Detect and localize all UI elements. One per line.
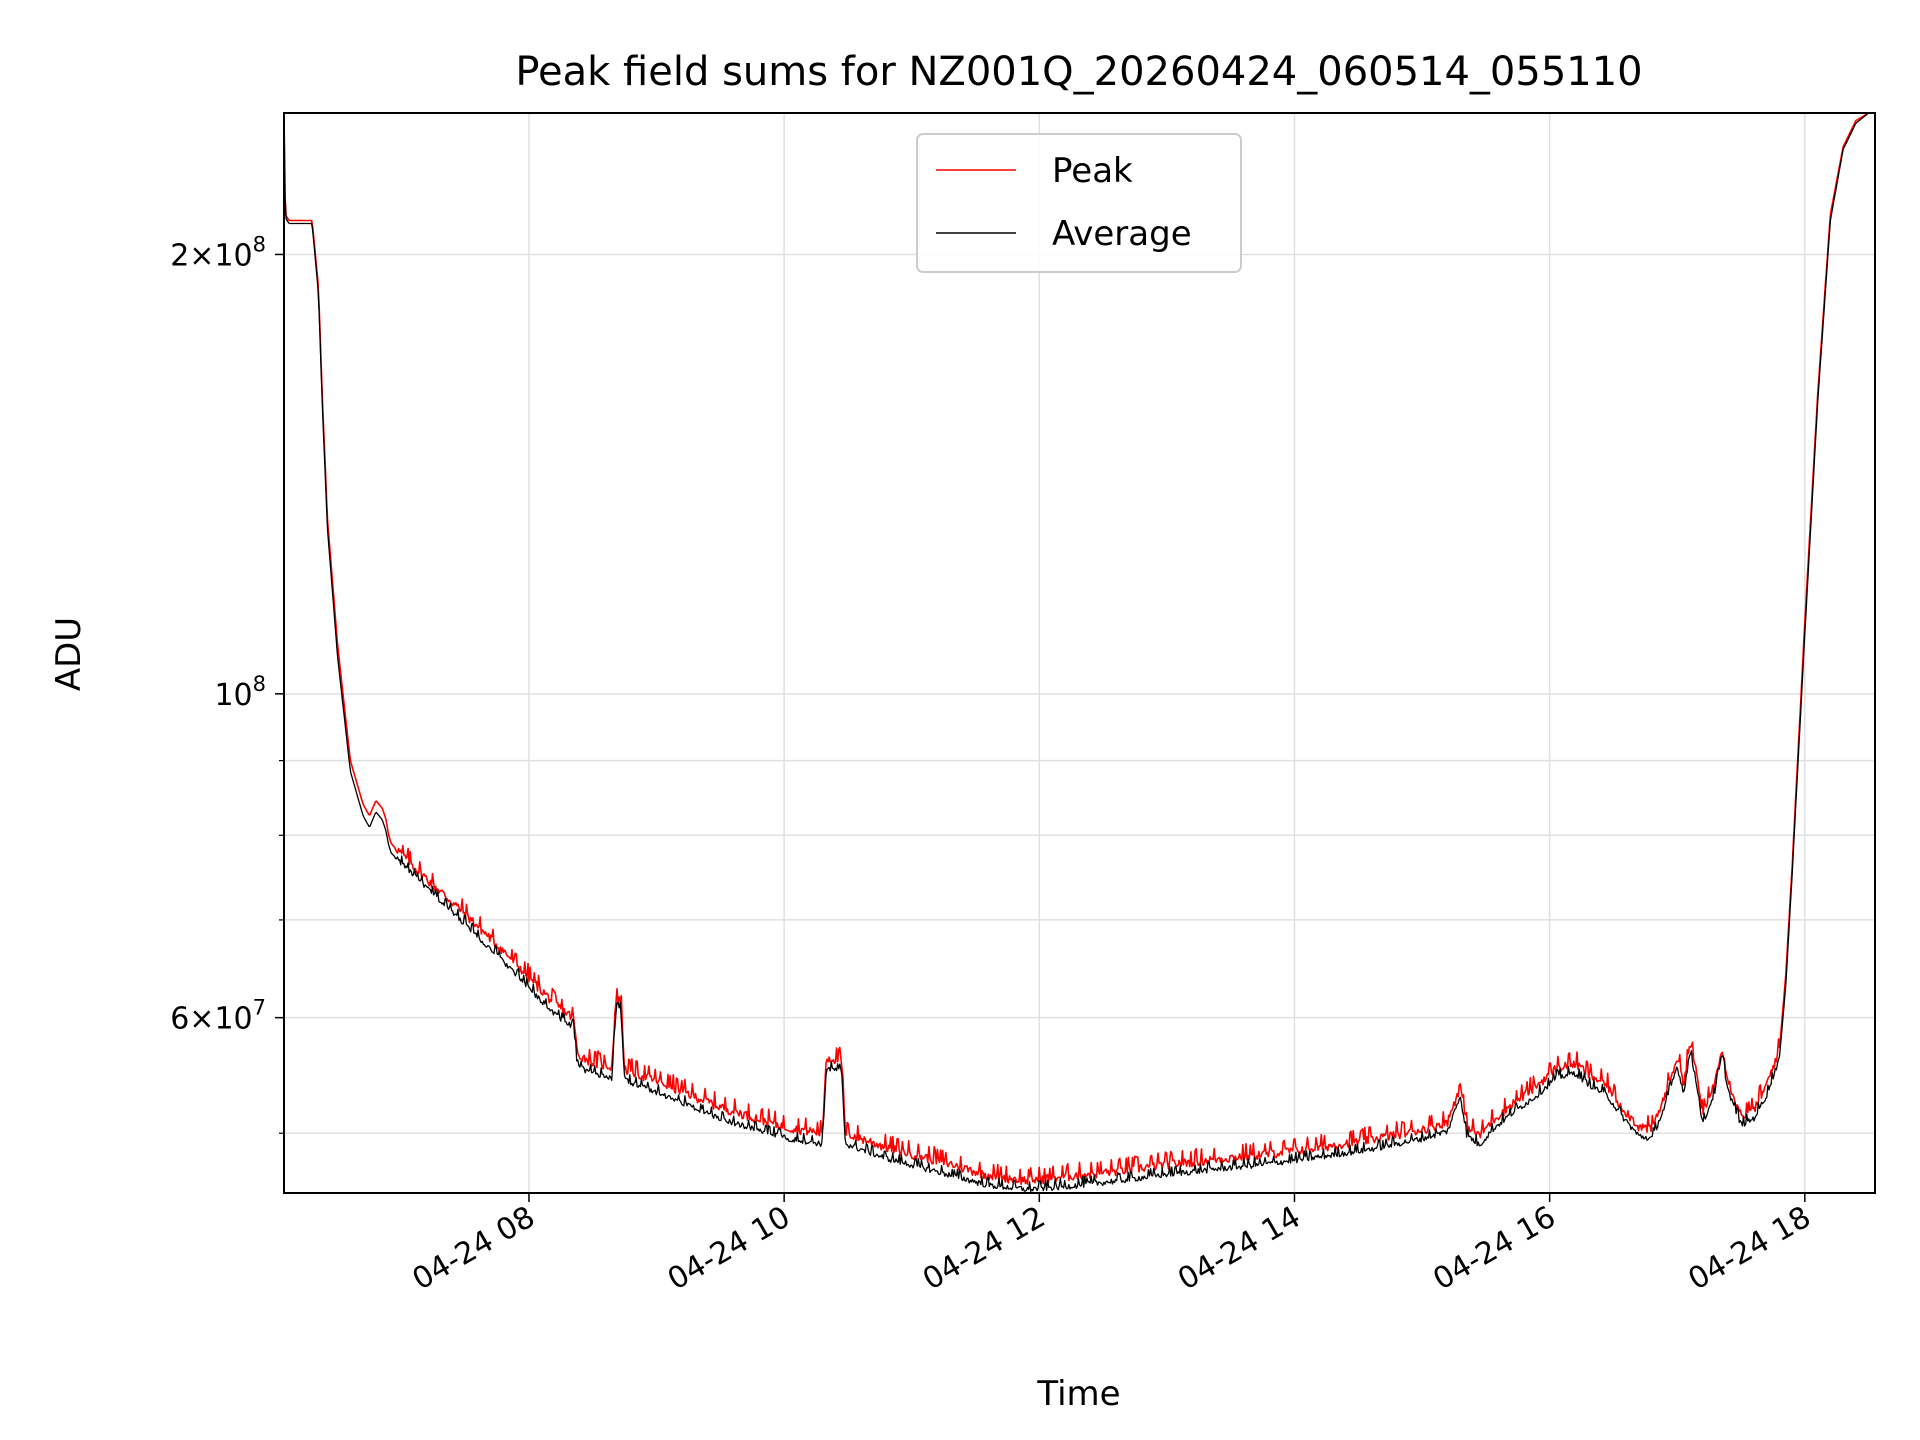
- plot-frame: [283, 112, 1876, 1194]
- y-tick-label: 2×108: [170, 232, 266, 273]
- grid-lines: [284, 113, 1875, 1193]
- legend-label-peak: Peak: [1052, 151, 1133, 191]
- x-axis-label: Time: [1036, 1374, 1120, 1414]
- y-tick-label: 108: [214, 672, 266, 713]
- legend-box: [916, 133, 1242, 273]
- series-line-average: [284, 113, 1875, 1193]
- series-line-peak: [284, 113, 1875, 1186]
- legend: Peak Average: [916, 133, 1242, 273]
- legend-label-average: Average: [1052, 214, 1192, 254]
- y-tick-label: 6×107: [170, 996, 266, 1037]
- chart-title: Peak field sums for NZ001Q_20260424_0605…: [515, 49, 1642, 95]
- y-axis-label: ADU: [49, 617, 89, 691]
- y-axis: 2×108 108 6×107: [170, 232, 284, 1134]
- plot-area: [283, 112, 1876, 1194]
- data-series: [284, 113, 1875, 1193]
